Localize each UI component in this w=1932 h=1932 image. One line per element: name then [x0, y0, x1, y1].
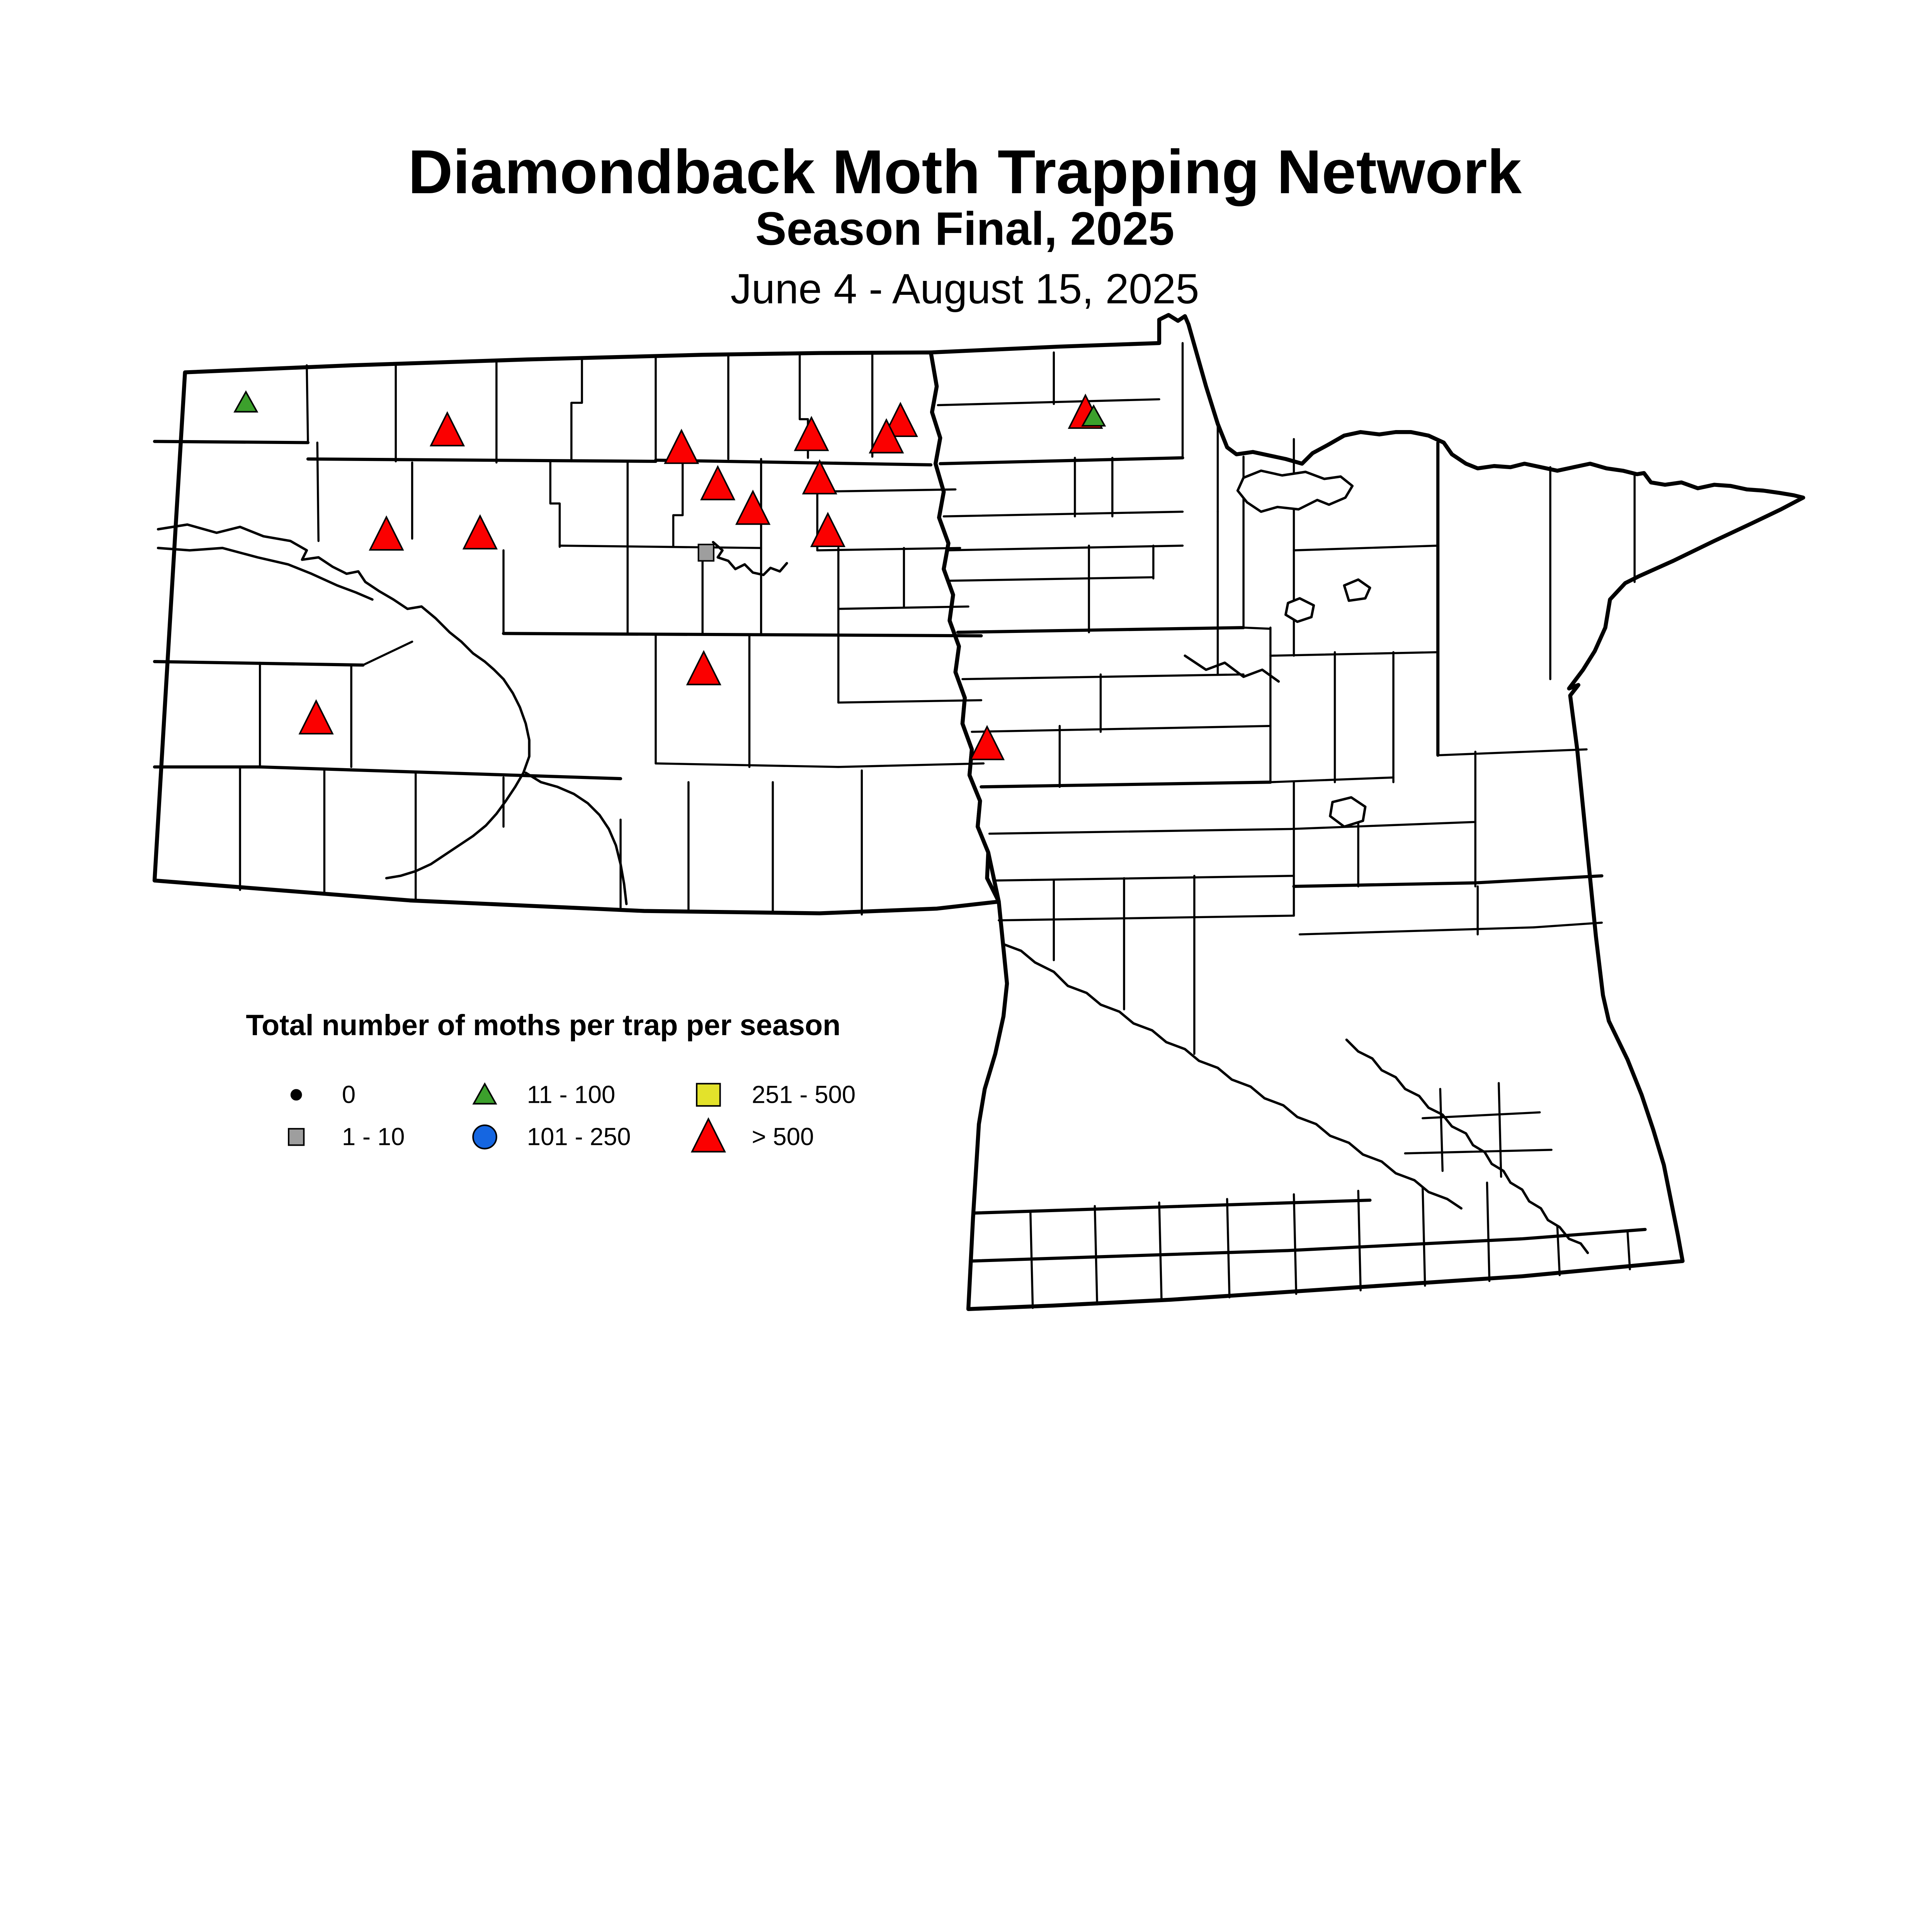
legend-label: 0 — [342, 1081, 355, 1109]
legend-item: > 500 — [690, 1117, 814, 1153]
map-marker — [794, 416, 829, 451]
legend-label: 11 - 100 — [527, 1081, 616, 1109]
red-lakes — [1236, 469, 1354, 513]
page-title: Diamondback Moth Trapping Network — [408, 138, 1522, 207]
legend-title: Total number of moths per trap per seaso… — [246, 1009, 840, 1042]
legend-item: 0 — [290, 1081, 355, 1109]
missouri-river — [156, 523, 531, 879]
legend-item: 251 - 500 — [696, 1081, 855, 1109]
minnesota-outline — [929, 313, 1805, 1311]
map-marker — [686, 650, 721, 685]
mille-lacs-lake — [1329, 796, 1367, 828]
devils-lake — [712, 541, 788, 577]
legend-symbol-dot — [290, 1089, 302, 1101]
red-lake-river — [1184, 654, 1280, 683]
map-marker — [700, 465, 736, 500]
legend-item: 101 - 250 — [472, 1123, 631, 1151]
legend-label: 1 - 10 — [342, 1123, 405, 1151]
minnesota-county-lines — [937, 342, 1647, 1309]
legend-symbol-circle — [472, 1124, 497, 1150]
legend-symbol-square — [288, 1128, 305, 1146]
date-range: June 4 - August 15, 2025 — [731, 265, 1199, 313]
missouri-river-south-branch — [524, 771, 628, 905]
trap-network-map: Diamondback Moth Trapping Network Season… — [152, 137, 1805, 1311]
map-marker — [810, 512, 846, 547]
rivers-and-lakes — [156, 469, 1589, 1254]
legend-item: 11 - 100 — [472, 1081, 616, 1109]
legend-symbol-triangle — [690, 1117, 726, 1153]
map-marker — [1081, 404, 1106, 427]
mississippi-river — [1345, 1038, 1589, 1254]
legend-symbol-square — [696, 1083, 721, 1107]
lake-winnibigoshish — [1343, 578, 1371, 602]
map-marker — [869, 418, 904, 454]
map-marker — [802, 459, 837, 495]
legend-label: 101 - 250 — [527, 1123, 631, 1151]
trap-markers — [233, 390, 1106, 760]
legend: Total number of moths per trap per seaso… — [246, 1009, 855, 1153]
minnesota-river — [1001, 942, 1463, 1210]
map-marker — [462, 514, 498, 549]
map-marker — [969, 725, 1005, 760]
page-subtitle: Season Final, 2025 — [755, 202, 1175, 255]
map-marker — [429, 411, 465, 447]
figure-container: Diamondback Moth Trapping Network Season… — [152, 137, 1805, 1311]
lake-sakakawea-shore — [156, 546, 374, 601]
legend-label: > 500 — [752, 1123, 814, 1151]
legend-items: 0 1 - 10 11 - 100 101 - 250 251 - 500 > 500 — [288, 1081, 855, 1153]
map-marker — [883, 401, 918, 437]
legend-label: 251 - 500 — [752, 1081, 855, 1109]
map-marker — [298, 699, 334, 735]
map-marker — [369, 515, 404, 551]
map-marker — [697, 544, 714, 562]
legend-item: 1 - 10 — [288, 1123, 405, 1151]
map-marker — [735, 490, 771, 525]
map-marker — [233, 390, 259, 413]
leech-lake — [1284, 597, 1315, 623]
legend-symbol-triangle — [472, 1082, 497, 1105]
page: { "title": { "line1": "Diamondback Moth … — [152, 137, 1805, 1311]
map-marker — [664, 429, 699, 464]
